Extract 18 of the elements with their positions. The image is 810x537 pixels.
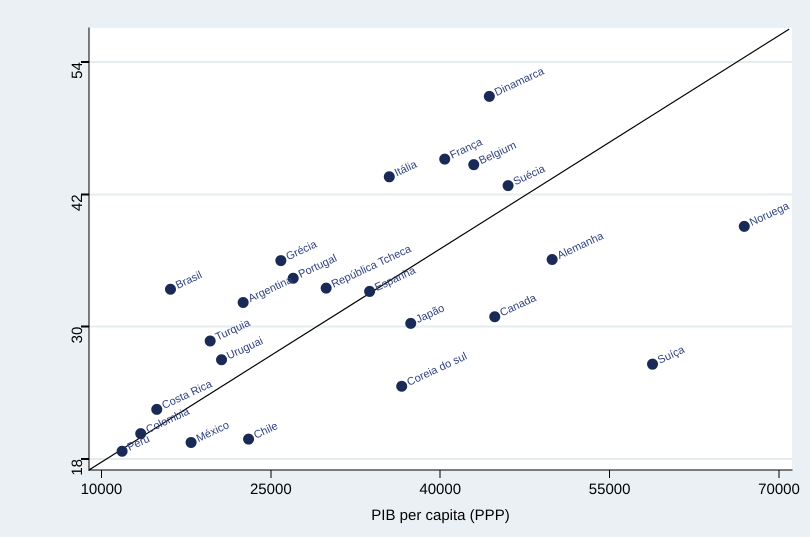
annotation: Peru	[126, 433, 152, 454]
x-tick-label: 25000	[250, 481, 292, 498]
annotation: Brasil	[174, 269, 204, 292]
annotation: Coreia do sul	[405, 350, 470, 389]
x-tick-label: 10000	[80, 481, 122, 498]
x-tick-label: 40000	[419, 481, 462, 498]
x-tick-label: 70000	[758, 481, 800, 498]
y-tick-label: 54	[69, 62, 86, 79]
annotation: Chile	[252, 420, 280, 442]
annotation: Japão	[414, 302, 446, 326]
annotation: Suécia	[512, 162, 548, 188]
y-tick-label: 30	[69, 326, 86, 344]
annotation: Suíça	[656, 344, 688, 367]
y-tick-label: 18	[69, 458, 86, 476]
x-tick-label: 55000	[588, 481, 630, 498]
y-tick-label: 42	[69, 194, 86, 212]
x-axis-title: PIB per capita (PPP)	[371, 507, 510, 524]
annotation: Itália	[392, 158, 420, 180]
